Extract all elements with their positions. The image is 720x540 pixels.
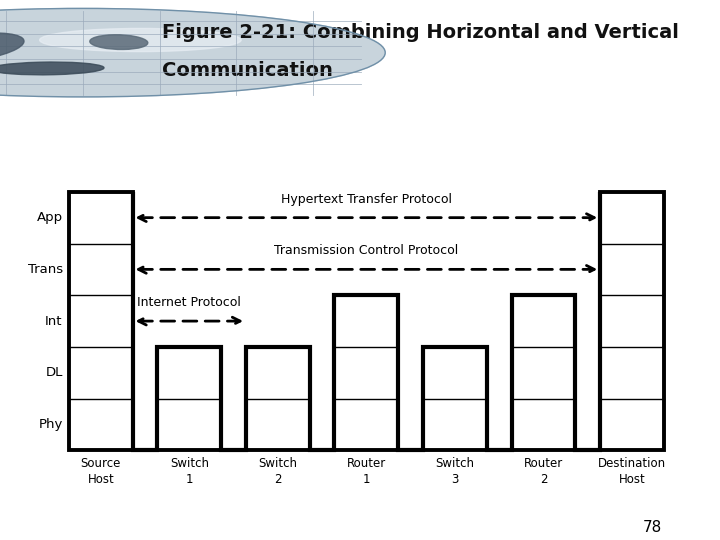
Text: Phy: Phy: [38, 418, 63, 431]
Text: Switch
1: Switch 1: [170, 457, 209, 485]
Bar: [335, 295, 398, 450]
Text: Router
2: Router 2: [524, 457, 563, 485]
Text: 78: 78: [643, 519, 662, 535]
Ellipse shape: [90, 35, 148, 50]
Text: Source
Host: Source Host: [81, 457, 121, 485]
Ellipse shape: [0, 62, 104, 75]
Text: Int: Int: [45, 315, 63, 328]
Text: Internet Protocol: Internet Protocol: [138, 296, 241, 309]
Text: Transmission Control Protocol: Transmission Control Protocol: [274, 245, 459, 258]
Bar: [600, 192, 664, 450]
Bar: [246, 347, 310, 450]
Ellipse shape: [0, 33, 24, 62]
Text: Hypertext Transfer Protocol: Hypertext Transfer Protocol: [281, 193, 452, 206]
Bar: [423, 347, 487, 450]
Text: Destination
Host: Destination Host: [598, 457, 666, 485]
Text: Trans: Trans: [27, 263, 63, 276]
Bar: [69, 192, 132, 450]
Text: Switch
2: Switch 2: [258, 457, 297, 485]
Text: Router
1: Router 1: [347, 457, 386, 485]
Text: Figure 2-21: Combining Horizontal and Vertical: Figure 2-21: Combining Horizontal and Ve…: [162, 23, 679, 42]
Text: DL: DL: [45, 366, 63, 379]
Text: App: App: [37, 211, 63, 224]
Text: Switch
3: Switch 3: [436, 457, 474, 485]
Text: Communication: Communication: [162, 61, 333, 80]
Bar: [158, 347, 221, 450]
Circle shape: [0, 9, 385, 97]
Bar: [512, 295, 575, 450]
Ellipse shape: [40, 29, 241, 52]
